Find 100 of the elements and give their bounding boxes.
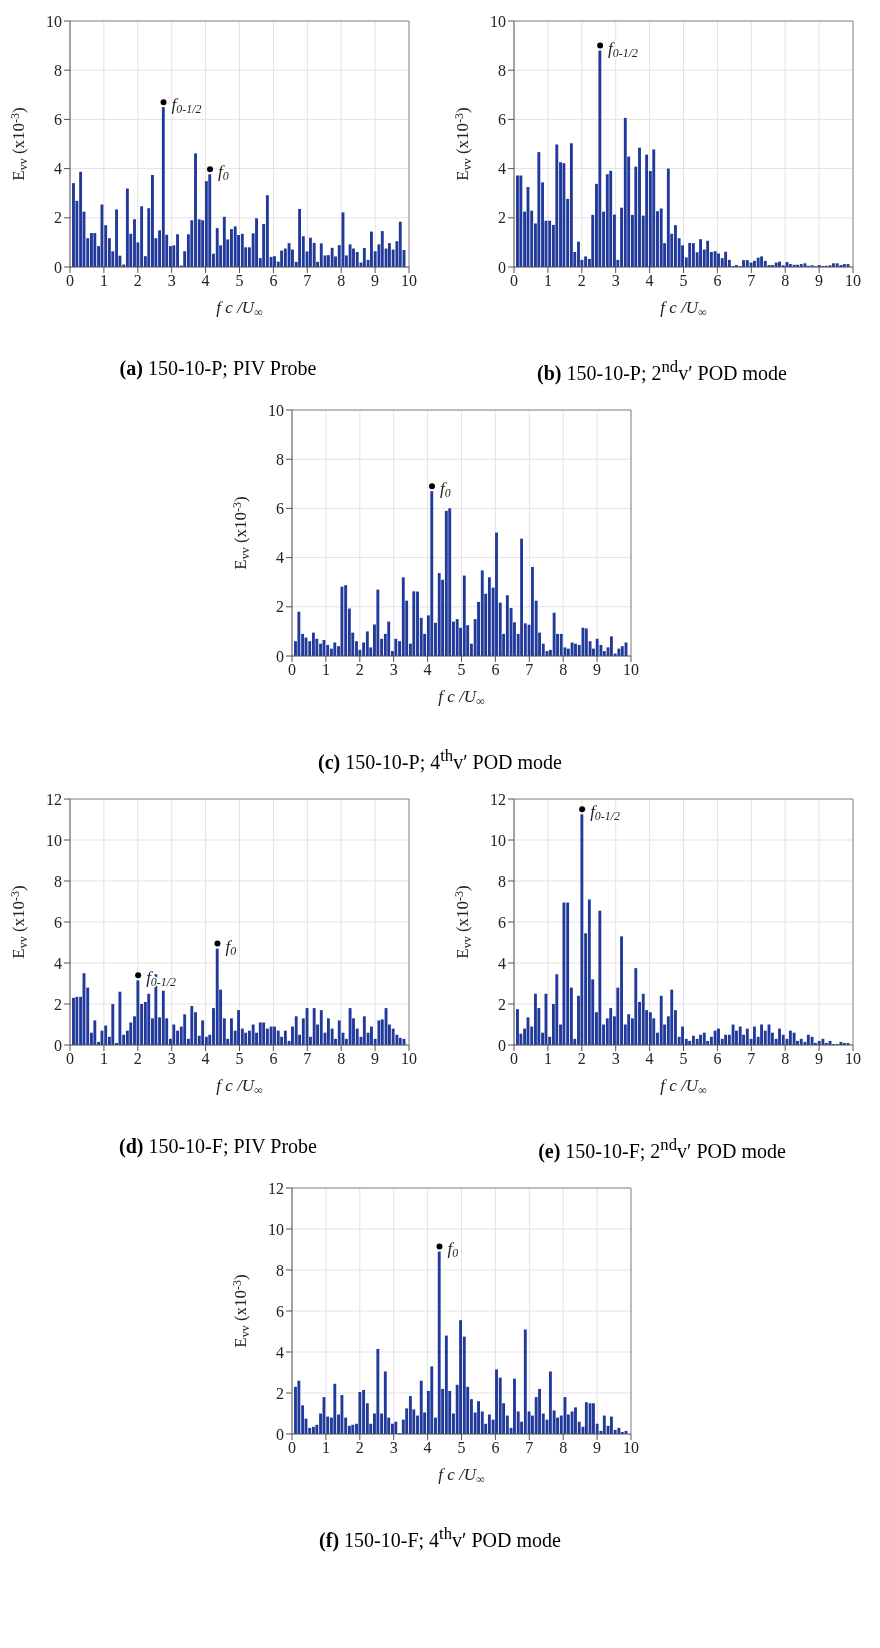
x-axis-title: f c /U$_{∞}$ [660,1076,707,1097]
x-tick-label: 5 [457,1439,466,1457]
x-tick-label: 0 [288,661,296,679]
y-tick-label: 0 [498,1036,506,1054]
x-tick-label: 7 [747,1050,756,1068]
x-tick-label: 6 [713,1050,722,1068]
x-tick-label: 7 [303,272,312,290]
annotation: f$_{0}$ [225,936,237,958]
text: (a) 150-10-P; PIV Probe [119,357,317,379]
y-tick-label: 2 [276,598,284,616]
x-tick-label: 3 [389,661,398,679]
x-tick-label: 10 [401,1050,417,1068]
x-tick-label: 10 [845,272,861,290]
y-tick-label: 8 [498,61,506,79]
x-axis-title: f c /U$_{∞}$ [216,1076,263,1097]
y-tick-label: 4 [54,160,62,178]
text: (c) 150-10-P; 4$^{th}$v′ POD mode [318,746,562,773]
x-tick-label: 8 [559,661,568,679]
y-tick-label: 4 [276,549,284,567]
x-axis-title: f c /U$_{∞}$ [438,1465,485,1486]
y-tick-label: 2 [54,995,62,1013]
x-tick-label: 2 [133,1050,142,1068]
x-tick-label: 0 [510,1050,518,1068]
x-axis-title: f c /U$_{∞}$ [660,298,707,319]
x-tick-label: 3 [389,1439,398,1457]
y-tick-label: 10 [268,1220,284,1238]
x-tick-label: 1 [321,1439,330,1457]
y-tick-label: 12 [490,790,506,808]
y-tick-label: 10 [268,401,284,419]
x-tick-label: 1 [543,272,552,290]
x-tick-label: 9 [371,1050,380,1068]
x-tick-label: 2 [577,272,586,290]
x-tick-label: 4 [645,272,654,290]
annotation: f$_{0-1/2}$ [590,802,621,824]
y-tick-label: 6 [54,111,62,129]
y-tick-label: 0 [498,258,506,276]
x-tick-label: 10 [623,1439,639,1457]
y-tick-label: 6 [498,111,506,129]
x-tick-label: 8 [337,1050,346,1068]
x-tick-label: 4 [645,1050,654,1068]
x-tick-label: 8 [559,1439,568,1457]
y-tick-label: 8 [54,872,62,890]
x-tick-label: 9 [815,1050,824,1068]
x-tick-label: 1 [99,1050,108,1068]
y-tick-label: 8 [276,450,284,468]
x-tick-label: 3 [167,1050,176,1068]
y-tick-label: 6 [276,1302,284,1320]
y-tick-label: 4 [498,160,506,178]
x-tick-label: 0 [510,272,518,290]
y-tick-label: 8 [276,1261,284,1279]
x-tick-label: 1 [99,272,108,290]
x-tick-label: 2 [355,661,364,679]
x-tick-label: 9 [815,272,824,290]
x-tick-label: 5 [235,1050,244,1068]
y-tick-label: 0 [54,1036,62,1054]
x-tick-label: 3 [167,272,176,290]
x-tick-label: 9 [593,1439,602,1457]
x-tick-label: 10 [845,1050,861,1068]
x-tick-label: 8 [781,272,790,290]
text: (d) 150-10-F; PIV Probe [119,1135,317,1157]
x-tick-label: 9 [593,661,602,679]
y-tick-label: 10 [46,12,62,30]
x-tick-label: 2 [355,1439,364,1457]
y-tick-label: 0 [54,258,62,276]
y-tick-label: 0 [276,1425,284,1443]
annotation: f$_{0}$ [447,1239,459,1261]
x-tick-label: 0 [66,272,74,290]
x-tick-label: 4 [423,1439,432,1457]
x-tick-label: 4 [423,661,432,679]
x-tick-label: 1 [543,1050,552,1068]
x-tick-label: 7 [525,1439,534,1457]
y-tick-label: 12 [268,1179,284,1197]
x-tick-label: 8 [337,272,346,290]
x-tick-label: 1 [321,661,330,679]
x-axis-title: f c /U$_{∞}$ [216,298,263,319]
annotation: f$_{0}$ [440,479,451,501]
x-tick-label: 6 [713,272,722,290]
x-tick-label: 2 [577,1050,586,1068]
x-tick-label: 3 [611,272,620,290]
x-tick-label: 0 [288,1439,296,1457]
x-tick-label: 2 [133,272,142,290]
y-tick-label: 8 [54,61,62,79]
y-tick-label: 0 [276,647,284,665]
y-tick-label: 2 [276,1384,284,1402]
x-tick-label: 4 [201,272,210,290]
x-tick-label: 8 [781,1050,790,1068]
annotation: f$_{0-1/2}$ [171,95,202,117]
x-tick-label: 7 [525,661,534,679]
y-tick-label: 2 [498,995,506,1013]
y-tick-label: 6 [276,500,284,518]
y-tick-label: 4 [498,954,506,972]
y-tick-label: 8 [498,872,506,890]
x-axis-title: f c /U$_{∞}$ [438,687,485,708]
y-tick-label: 10 [490,12,506,30]
annotation: f$_{0}$ [218,162,229,184]
x-tick-label: 7 [747,272,756,290]
y-tick-label: 2 [54,209,62,227]
y-tick-label: 12 [46,790,62,808]
x-tick-label: 10 [623,661,639,679]
y-tick-label: 4 [54,954,62,972]
